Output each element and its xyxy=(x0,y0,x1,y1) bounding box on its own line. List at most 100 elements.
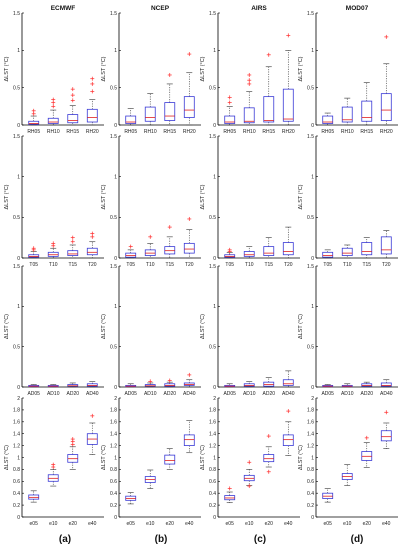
box-body xyxy=(322,251,334,258)
outlier-marker xyxy=(90,89,95,94)
box-body xyxy=(282,434,294,447)
y-tick-label: 2 xyxy=(311,396,314,402)
x-tick-label: e05 xyxy=(324,521,333,527)
box-e05: e05 xyxy=(224,486,236,527)
outlier-marker xyxy=(247,78,252,83)
box-body xyxy=(144,384,156,387)
box-ad05: AD05 xyxy=(27,384,40,397)
box-ad10: AD10 xyxy=(47,384,60,397)
y-tick-label: 1 xyxy=(114,174,117,180)
outlier-marker xyxy=(384,34,389,39)
y-tick-label: 1.4 xyxy=(13,432,20,438)
panel-airs-row4: 0 0.2 0.4 0.6 0.8 1 1.2 1.4 1.6 1.8 2 ΔLST (°C) e05 e… xyxy=(200,396,300,527)
x-tick-label: RH15 xyxy=(66,129,79,135)
box-ad40: AD40 xyxy=(86,381,99,397)
y-tick-label: 0 xyxy=(17,256,20,262)
box-body xyxy=(183,96,195,118)
box-body xyxy=(380,93,392,121)
y-tick-label: 0 xyxy=(114,385,117,391)
y-tick-label: 1.5 xyxy=(110,264,117,270)
panel-airs-row2: 0 0.5 1 1.5 ΔLST (°C) T05 T10 T15 T20 xyxy=(200,134,300,268)
box-rh15: RH15 xyxy=(163,72,176,135)
box-rh05: RH05 xyxy=(321,112,334,135)
x-tick-label: T10 xyxy=(245,262,254,268)
y-tick-label: 0.8 xyxy=(110,467,117,473)
x-tick-label: RH05 xyxy=(124,129,137,135)
outlier-marker xyxy=(187,52,192,57)
panel-label-b: (b) xyxy=(154,534,168,545)
x-tick-label: AD40 xyxy=(183,391,196,397)
box-body xyxy=(263,381,275,387)
y-axis-label: ΔLST (°C) xyxy=(200,314,206,339)
x-tick-label: AD05 xyxy=(223,391,236,397)
outlier-marker xyxy=(128,244,133,249)
box-rh15: RH15 xyxy=(262,52,275,135)
x-tick-label: T20 xyxy=(185,262,194,268)
box-body xyxy=(47,251,59,257)
y-tick-label: 1 xyxy=(17,455,20,461)
panel-label-c: (c) xyxy=(253,534,267,545)
x-tick-label: AD20 xyxy=(67,391,80,397)
outlier-marker xyxy=(90,81,95,86)
y-tick-label: 1 xyxy=(114,455,117,461)
panel-mod07-row2: 0 0.5 1 1.5 ΔLST (°C) T05 T10 T15 T20 xyxy=(298,134,398,268)
box-t20: T20 xyxy=(86,231,98,268)
box-body xyxy=(243,107,255,124)
x-tick-label: e20 xyxy=(265,521,274,527)
x-tick-label: RH20 xyxy=(380,129,393,135)
box-e40: e40 xyxy=(183,420,195,527)
box-rh05: RH05 xyxy=(124,108,137,135)
panel-ecmwf-row4: 0 0.2 0.4 0.6 0.8 1 1.2 1.4 1.6 1.8 2 ΔLST (°C) e05 e… xyxy=(4,396,104,527)
y-tick-label: 1.5 xyxy=(307,134,314,140)
outlier-marker xyxy=(31,108,36,113)
box-ad40: AD40 xyxy=(282,370,295,397)
panel-mod07-row3: 0 0.5 1 1.5 ΔLST (°C) AD05 AD10 AD20 AD40 xyxy=(298,264,398,397)
x-tick-label: RH20 xyxy=(86,129,99,135)
box-body xyxy=(361,100,373,122)
panel-ncep-row4: 0 0.2 0.4 0.6 0.8 1 1.2 1.4 1.6 1.8 2 ΔLST (°C) e05 e… xyxy=(101,396,201,527)
x-tick-label: T10 xyxy=(146,262,155,268)
y-tick-label: 0 xyxy=(17,123,20,129)
x-tick-label: AD20 xyxy=(263,391,276,397)
x-tick-label: T05 xyxy=(323,262,332,268)
y-tick-label: 0.5 xyxy=(110,344,117,350)
y-tick-label: 0.8 xyxy=(209,467,216,473)
box-body xyxy=(164,454,176,465)
box-t20: T20 xyxy=(380,230,392,268)
x-tick-label: T15 xyxy=(362,262,371,268)
box-body xyxy=(144,106,156,122)
y-tick-label: 0.2 xyxy=(209,503,216,509)
box-e40: e40 xyxy=(86,413,98,527)
outlier-marker xyxy=(70,437,75,442)
y-tick-label: 1.5 xyxy=(307,264,314,270)
x-tick-label: e20 xyxy=(363,521,372,527)
x-tick-label: e05 xyxy=(226,521,235,527)
box-rh20: RH20 xyxy=(380,34,393,135)
x-tick-label: T20 xyxy=(382,262,391,268)
x-tick-label: e40 xyxy=(185,521,194,527)
panel-airs-row3: 0 0.5 1 1.5 ΔLST (°C) AD05 AD10 AD20 AD40 xyxy=(200,264,300,397)
outlier-marker xyxy=(70,239,75,244)
y-tick-label: 0.5 xyxy=(110,85,117,91)
box-e10: e10 xyxy=(243,460,255,527)
y-tick-label: 0.5 xyxy=(307,85,314,91)
y-tick-label: 1.5 xyxy=(13,264,20,270)
x-tick-label: RH05 xyxy=(321,129,334,135)
x-tick-label: T20 xyxy=(284,262,293,268)
outlier-marker xyxy=(148,234,153,239)
box-ad05: AD05 xyxy=(124,383,137,397)
y-axis-label: ΔLST (°C) xyxy=(4,314,10,339)
y-tick-label: 0.8 xyxy=(13,467,20,473)
y-tick-label: 1.4 xyxy=(307,432,314,438)
x-tick-label: AD40 xyxy=(282,391,295,397)
column-title-mod07: MOD07 xyxy=(346,5,369,12)
box-body xyxy=(224,254,236,258)
box-rh20: RH20 xyxy=(282,33,295,135)
y-axis-label: ΔLST (°C) xyxy=(298,56,304,81)
box-t10: T10 xyxy=(144,234,156,268)
y-tick-label: 0 xyxy=(114,123,117,129)
y-tick-label: 1.4 xyxy=(209,432,216,438)
y-tick-label: 1.4 xyxy=(110,432,117,438)
box-body xyxy=(282,88,294,122)
box-rh20: RH20 xyxy=(183,52,196,135)
